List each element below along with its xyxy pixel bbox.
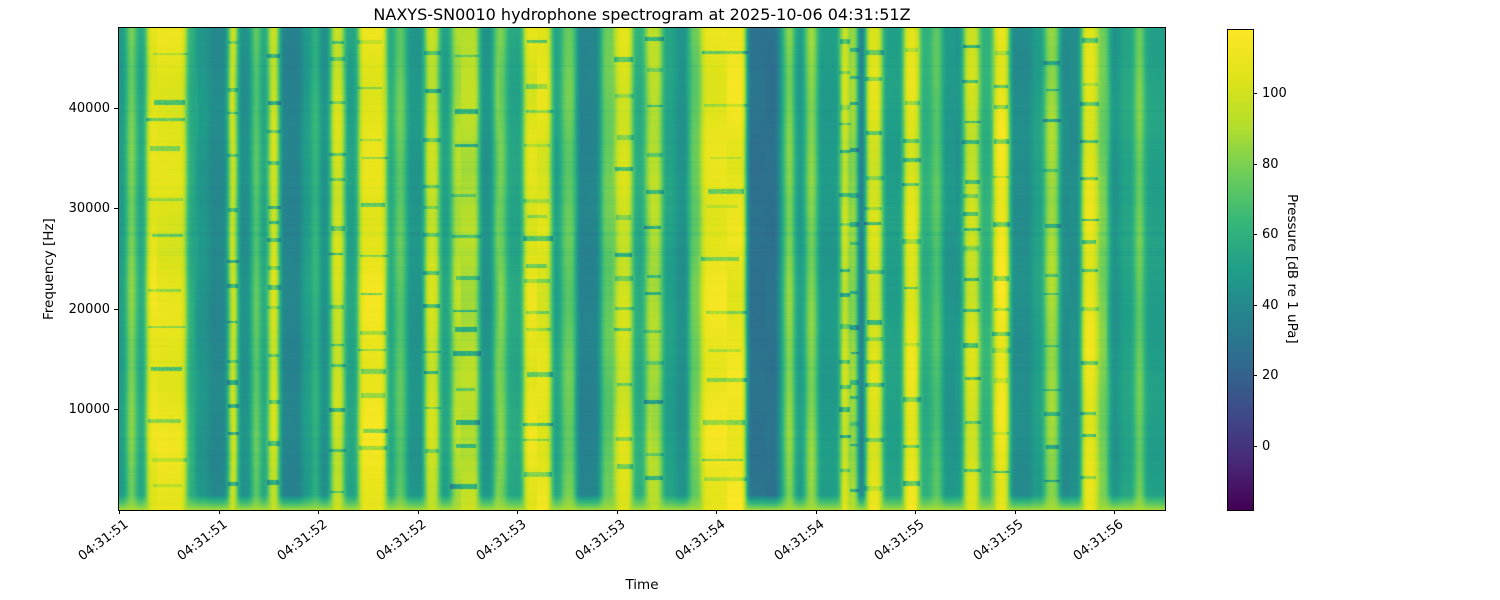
colorbar-tick-label: 100 — [1262, 86, 1287, 102]
colorbar-tick-mark — [1253, 234, 1257, 236]
spectrogram-image — [119, 28, 1165, 510]
y-tick-mark — [114, 208, 118, 210]
x-tick-label-text: 04:31:56 — [1070, 517, 1127, 565]
y-tick-mark — [114, 107, 118, 109]
x-tick-mark — [1014, 510, 1016, 514]
x-tick-mark — [1114, 510, 1116, 514]
x-tick-label-text: 04:31:55 — [970, 517, 1027, 565]
plot-area — [118, 27, 1166, 511]
colorbar-gradient — [1228, 30, 1253, 510]
colorbar-tick-mark — [1253, 304, 1257, 306]
x-tick-label-text: 04:31:54 — [672, 517, 729, 565]
y-tick-label: 30000 — [68, 201, 110, 217]
x-tick-mark — [119, 510, 120, 514]
y-tick-label: 10000 — [68, 402, 110, 418]
x-tick-mark — [616, 510, 618, 514]
x-tick-mark — [815, 510, 817, 514]
x-tick-label-text: 04:31:52 — [274, 517, 331, 565]
x-tick-label-text: 04:31:54 — [771, 517, 828, 565]
x-tick-mark — [417, 510, 419, 514]
x-tick-label-text: 04:31:51 — [75, 517, 132, 565]
y-tick-mark — [114, 409, 118, 411]
colorbar-tick-label: 40 — [1262, 297, 1279, 313]
colorbar-tick-mark — [1253, 93, 1257, 95]
x-tick-mark — [716, 510, 718, 514]
x-tick-label-text: 04:31:53 — [473, 517, 530, 565]
y-tick-mark — [114, 308, 118, 310]
x-tick-label-text: 04:31:52 — [373, 517, 430, 565]
x-tick-label-text: 04:31:51 — [174, 517, 231, 565]
colorbar-tick-label: 0 — [1262, 438, 1271, 454]
colorbar-tick-label: 80 — [1262, 156, 1279, 172]
x-tick-mark — [915, 510, 917, 514]
colorbar-label: Pressure [dB re 1 uPa] — [1284, 194, 1300, 344]
x-tick-mark — [218, 510, 220, 514]
x-tick-label-text: 04:31:55 — [871, 517, 928, 565]
colorbar-tick-mark — [1253, 375, 1257, 377]
x-tick-label-text: 04:31:53 — [572, 517, 629, 565]
y-tick-label: 40000 — [68, 100, 110, 116]
y-tick-label: 20000 — [68, 301, 110, 317]
colorbar-tick-label: 20 — [1262, 368, 1279, 384]
chart-title: NAXYS-SN0010 hydrophone spectrogram at 2… — [373, 5, 911, 24]
colorbar-tick-mark — [1253, 445, 1257, 447]
x-tick-mark — [318, 510, 319, 514]
x-axis-label: Time — [625, 577, 659, 593]
x-tick-mark — [517, 510, 519, 514]
colorbar — [1227, 29, 1254, 511]
colorbar-tick-label: 60 — [1262, 227, 1279, 243]
colorbar-tick-mark — [1253, 163, 1257, 165]
